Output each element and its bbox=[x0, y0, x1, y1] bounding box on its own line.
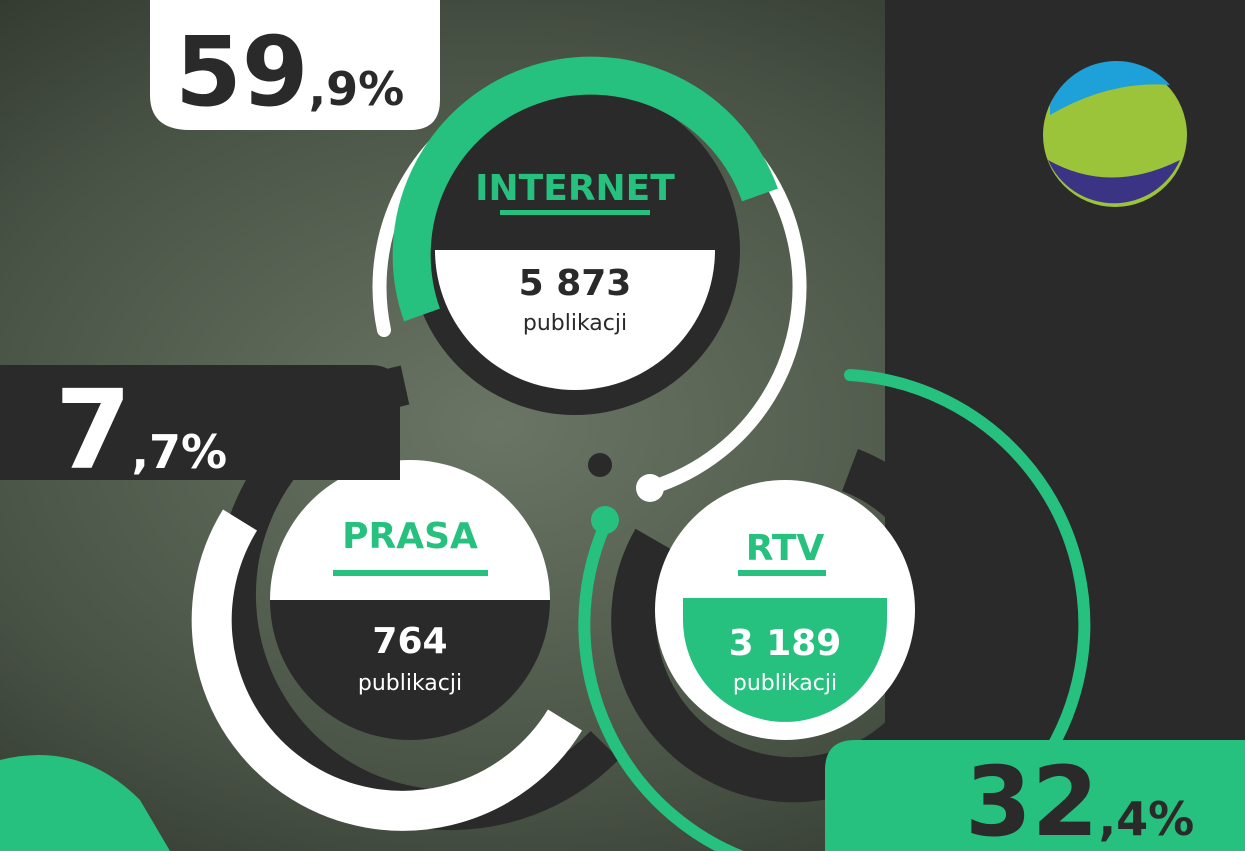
segment-count: 764 bbox=[372, 621, 447, 662]
segment-label: RTV bbox=[746, 528, 825, 569]
segment-label: INTERNET bbox=[475, 168, 675, 209]
percent-whole: 59 bbox=[175, 16, 309, 128]
percent-whole: 32 bbox=[965, 746, 1099, 851]
segment-count: 3 189 bbox=[729, 623, 842, 664]
segment-count: 5 873 bbox=[519, 263, 632, 304]
infographic: INTERNET 5 873 publikacji PRASA 764 publ… bbox=[0, 0, 1245, 851]
segment-unit: publikacji bbox=[358, 671, 462, 696]
segment-label: PRASA bbox=[342, 516, 478, 557]
percent-fraction: ,9% bbox=[309, 62, 405, 116]
segment-unit: publikacji bbox=[523, 311, 627, 336]
percent-fraction: ,7% bbox=[132, 425, 228, 479]
percent-whole: 7 bbox=[55, 366, 132, 494]
percent-fraction: ,4% bbox=[1099, 792, 1195, 846]
segment-unit: publikacji bbox=[733, 671, 837, 696]
